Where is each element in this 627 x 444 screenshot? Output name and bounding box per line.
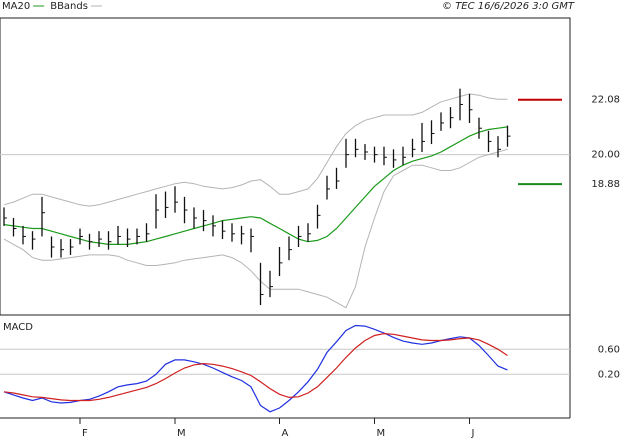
panel-title: MACD	[3, 322, 33, 333]
legend-label: MA20	[2, 1, 30, 12]
y-tick-label: 0.20	[598, 369, 620, 380]
level-label: 18.88	[591, 179, 620, 190]
x-tick-label: F	[82, 428, 88, 439]
source: © TEC 16/6/2026 3:0 GMT	[442, 1, 575, 12]
x-tick-label: A	[282, 428, 289, 439]
band-line	[3, 148, 508, 309]
level-label: 22.08	[591, 95, 620, 106]
price-panel-frame	[0, 17, 571, 316]
y-tick-label: 20.00	[591, 150, 620, 161]
macd-line	[3, 332, 508, 402]
x-tick-label: J	[471, 428, 475, 439]
band-line	[3, 93, 508, 207]
legend-label: BBands	[50, 1, 88, 12]
macd-line	[3, 324, 508, 413]
y-tick-label: 0.60	[598, 344, 620, 355]
ma-line	[3, 126, 508, 245]
x-tick-label: M	[177, 428, 186, 439]
x-tick-label: M	[377, 428, 386, 439]
